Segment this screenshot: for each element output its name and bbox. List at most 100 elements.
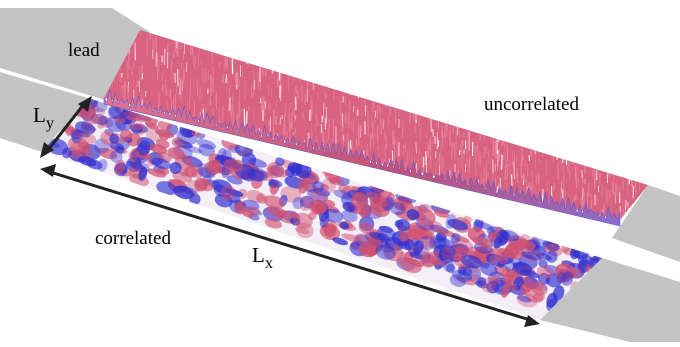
surface-spike	[238, 88, 240, 97]
surface-spike	[279, 117, 282, 125]
surface-spike	[382, 102, 384, 115]
surface-valley-blob	[198, 143, 215, 157]
surface-spike	[594, 172, 597, 190]
surface-peak-blob	[520, 283, 531, 294]
surface-peak-blob	[263, 195, 285, 210]
surface-peak-blob	[299, 196, 313, 212]
surface-valley-blob	[341, 210, 358, 223]
surface-valley-blob	[324, 208, 344, 223]
surface-peak-blob	[504, 243, 520, 259]
surface-peak-blob	[421, 257, 435, 267]
surface-valley-blob	[406, 209, 420, 220]
surface-spike	[289, 102, 292, 109]
surface-spike	[245, 111, 248, 125]
surface-valley-blob	[104, 128, 115, 136]
surface-peak-blob	[474, 246, 484, 259]
surface-peak-blob	[323, 223, 337, 238]
surface-valley-blob	[439, 252, 454, 264]
surface-spike	[582, 187, 584, 200]
surface-valley-blob	[485, 253, 507, 267]
surface-valley-blob	[486, 280, 500, 294]
surface-valley-blob	[474, 221, 494, 230]
surface-peak-blob	[311, 201, 326, 215]
surface-spike	[172, 53, 175, 59]
surface-valley-blob	[450, 232, 461, 244]
surface-peak-blob	[327, 206, 340, 214]
surface-peak-blob	[433, 209, 450, 218]
lower-lead-right	[540, 258, 680, 342]
surface-spike	[355, 138, 358, 148]
surface-peak-blob	[383, 245, 404, 262]
surface-valley-blob	[449, 274, 467, 287]
svg-text:L: L	[252, 243, 265, 267]
surface-spike	[529, 150, 532, 157]
surface-spike	[347, 134, 349, 149]
surface-peak-blob	[264, 218, 282, 229]
surface-spike	[542, 221, 543, 226]
surface-valley-blob	[520, 269, 540, 279]
surface-peak-blob	[453, 245, 466, 261]
lx-arrowhead-left	[40, 164, 56, 177]
surface-spike	[238, 78, 240, 87]
surface-spike	[202, 38, 204, 56]
surface-valley-blob	[376, 225, 396, 242]
surface-valley-blob	[248, 158, 267, 168]
surface-valley-blob	[109, 150, 123, 163]
correlated-label: correlated	[95, 228, 171, 249]
surface-spike	[126, 85, 129, 96]
surface-peak-blob	[358, 222, 374, 234]
surface-peak-blob	[321, 178, 337, 194]
surface-valley-blob	[560, 271, 574, 286]
surface-spike	[186, 35, 189, 46]
lower-lead-left	[0, 72, 88, 152]
ly-arrowhead-top	[78, 96, 92, 112]
surface-spike	[204, 106, 207, 114]
surface-peak-blob	[419, 239, 436, 248]
surface-valley-blob	[460, 254, 482, 269]
surface-spike	[608, 172, 611, 178]
surface-spike	[373, 100, 376, 113]
surface-peak-blob	[369, 196, 388, 208]
surface-spike	[179, 36, 181, 51]
surface-peak-blob	[266, 206, 287, 218]
surface-valley-blob	[246, 166, 268, 182]
surface-valley-blob	[537, 272, 551, 285]
surface-valley-blob	[108, 106, 121, 119]
surface-valley-blob	[451, 270, 473, 282]
surface-spike	[349, 121, 352, 128]
surface-peak-blob	[303, 184, 320, 193]
lx-label: L x	[252, 243, 273, 272]
surface-spike	[632, 185, 635, 199]
correlated-surface	[42, 98, 602, 320]
surface-valley-blob	[138, 166, 148, 181]
surface-spike	[520, 154, 523, 164]
surface-valley-blob	[196, 139, 216, 150]
surface-valley-blob	[498, 231, 509, 246]
surface-spike	[425, 132, 428, 138]
surface-valley-blob	[389, 201, 406, 216]
surface-spike	[186, 100, 189, 118]
surface-spike	[210, 89, 212, 98]
surface-valley-blob	[71, 129, 84, 144]
surface-valley-blob	[287, 162, 303, 174]
surface-valley-blob	[307, 189, 329, 202]
surface-spike	[491, 197, 493, 205]
surface-spike	[552, 149, 554, 163]
surface-valley-blob	[556, 272, 567, 284]
surface-spike	[466, 158, 468, 163]
surface-spike	[505, 199, 508, 204]
ly-arrow	[46, 103, 86, 151]
surface-peak-blob	[472, 236, 494, 248]
surface-peak-blob	[223, 158, 243, 172]
surface-valley-blob	[94, 138, 110, 154]
surface-valley-blob	[333, 189, 352, 200]
surface-peak-blob	[78, 132, 97, 144]
surface-peak-blob	[114, 159, 126, 175]
surface-peak-blob	[406, 258, 425, 267]
surface-spike	[226, 52, 229, 66]
surface-valley-blob	[403, 239, 414, 251]
surface-valley-blob	[225, 188, 239, 196]
surface-spike	[264, 107, 266, 117]
ly-label: L y	[33, 103, 54, 132]
